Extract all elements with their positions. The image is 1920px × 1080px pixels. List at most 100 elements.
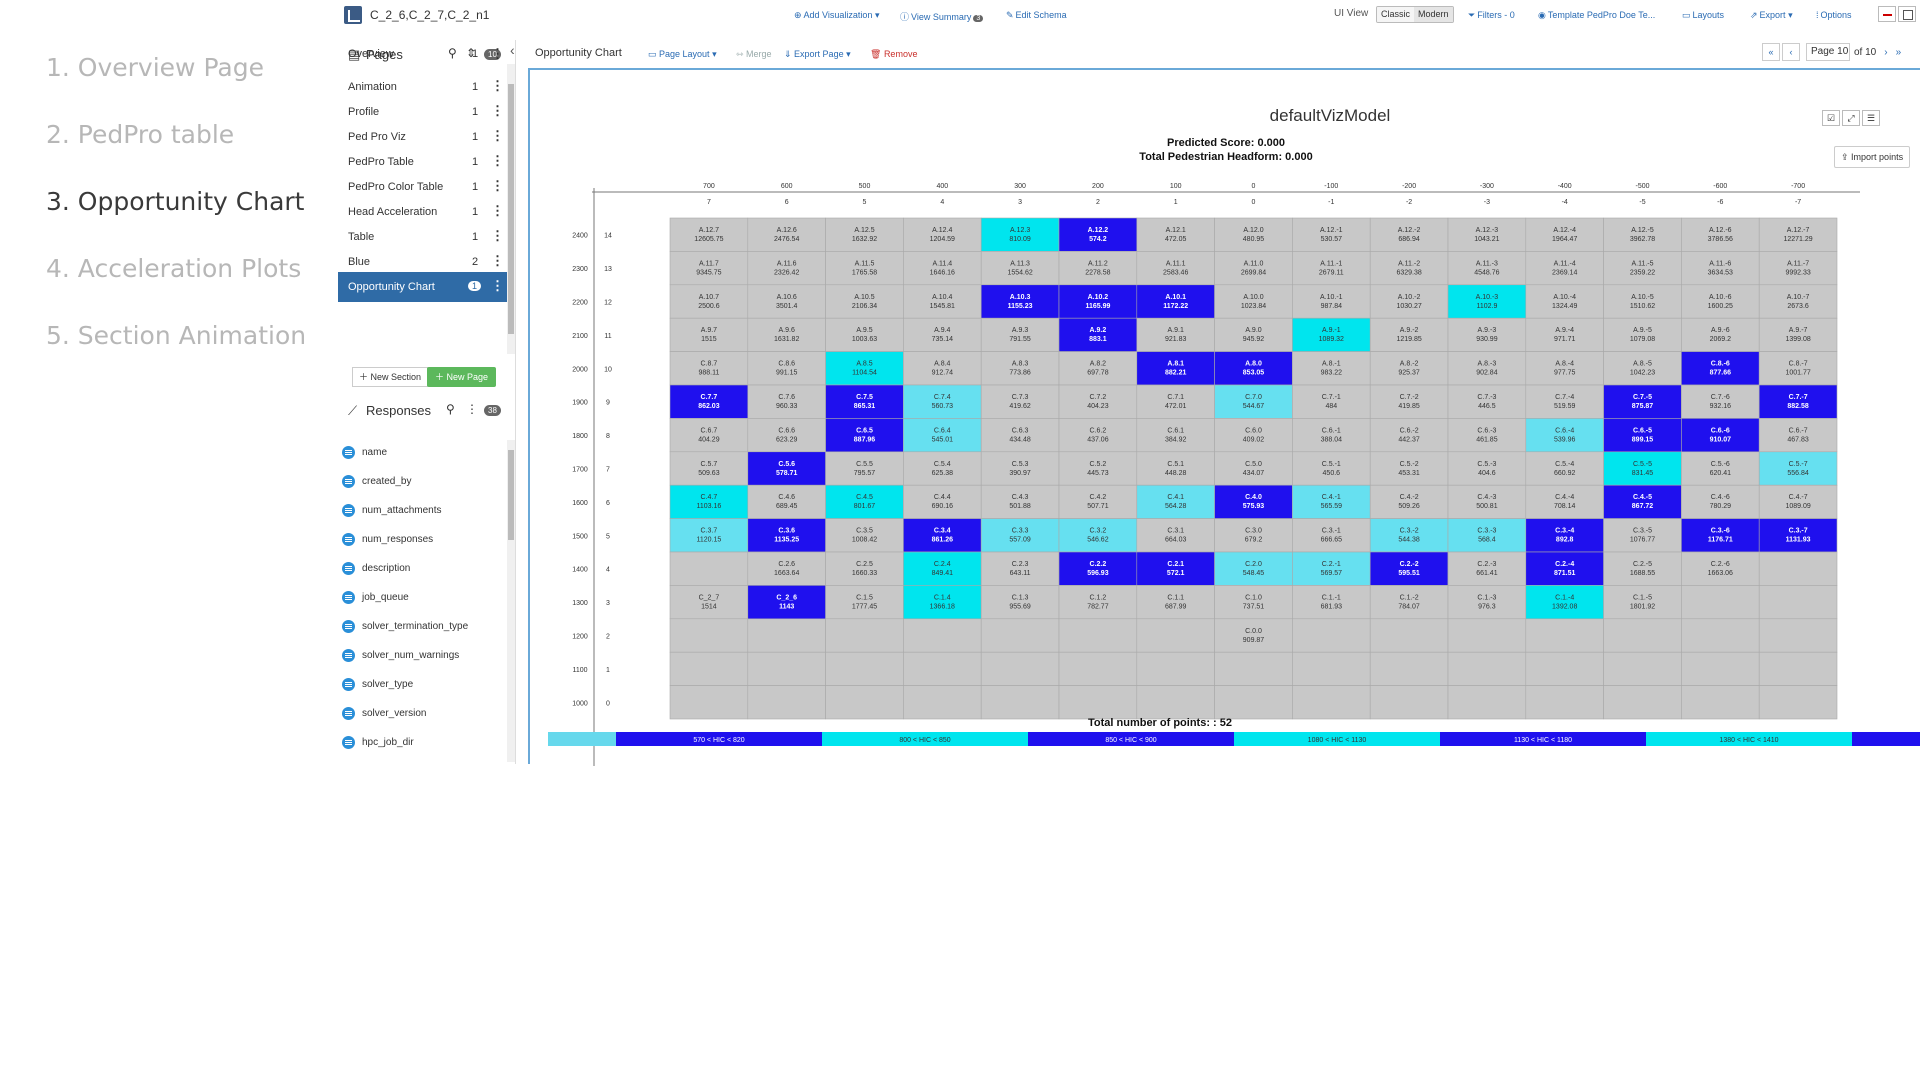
cell-value: 1204.59 bbox=[930, 236, 955, 243]
x-index-label: -5 bbox=[1639, 199, 1645, 206]
response-item[interactable]: solver_type bbox=[338, 672, 508, 701]
next-page-button[interactable]: › bbox=[1884, 46, 1888, 58]
response-item[interactable]: solver_num_warnings bbox=[338, 643, 508, 672]
kebab-menu-icon[interactable]: ⋮ bbox=[491, 103, 504, 118]
heatmap-cell bbox=[1214, 585, 1293, 620]
expand-icon[interactable]: ⤢ bbox=[1842, 110, 1860, 126]
collapse-panel-chevron-icon[interactable]: ‹ bbox=[510, 42, 515, 58]
kebab-menu-icon[interactable]: ⋮ bbox=[491, 78, 504, 93]
outline-item[interactable]: 4. Acceleration Plots bbox=[46, 254, 302, 283]
new-section-button[interactable]: ＋ New Section bbox=[352, 367, 429, 387]
responses-scroll-thumb[interactable] bbox=[508, 450, 514, 540]
page-item[interactable]: Overview 1 ⋮ bbox=[338, 46, 508, 64]
kebab-menu-icon[interactable]: ⋮ bbox=[491, 128, 504, 143]
search-icon[interactable]: ⚲ bbox=[448, 46, 457, 60]
heatmap-cell bbox=[1369, 284, 1449, 319]
cell-label: A.8.2 bbox=[1090, 361, 1106, 368]
cell-label: A.11.5 bbox=[855, 260, 875, 267]
export-button[interactable]: ⇗ Export ▾ bbox=[1750, 10, 1793, 20]
page-number-input[interactable]: Page 10 bbox=[1806, 43, 1850, 61]
cell-label: C.4.-2 bbox=[1400, 494, 1419, 501]
filters-button[interactable]: ⏷ Filters - 0 bbox=[1468, 10, 1515, 20]
page-layout-button[interactable]: ▭ Page Layout ▾ bbox=[648, 49, 717, 59]
kebab-menu-icon[interactable]: ⋮ bbox=[491, 178, 504, 193]
edit-schema-button[interactable]: ✎ Edit Schema bbox=[1006, 10, 1067, 20]
outline-item[interactable]: 5. Section Animation bbox=[46, 321, 307, 350]
response-item[interactable]: solver_version bbox=[338, 701, 508, 730]
heatmap-cell bbox=[1758, 217, 1838, 252]
page-item[interactable]: Opportunity Chart 1 ⋮ bbox=[338, 272, 508, 302]
cell-label: C.3.-7 bbox=[1789, 528, 1808, 535]
outline-item[interactable]: 2. PedPro table bbox=[46, 120, 235, 149]
cell-label: C.1.3 bbox=[1012, 594, 1029, 601]
first-page-button[interactable]: « bbox=[1762, 43, 1780, 61]
response-item[interactable]: description bbox=[338, 556, 508, 585]
pages-scrollbar[interactable] bbox=[507, 64, 515, 354]
cell-label: A.9.6 bbox=[779, 327, 795, 334]
heatmap-cell bbox=[1525, 251, 1604, 286]
page-item[interactable]: Animation 1 ⋮ bbox=[338, 72, 508, 102]
cell-value: 546.62 bbox=[1087, 537, 1109, 544]
menu-icon[interactable]: ☰ bbox=[1862, 110, 1880, 126]
responses-scrollbar[interactable] bbox=[507, 440, 515, 762]
cell-label: C.3.2 bbox=[1090, 528, 1107, 535]
cell-value: 453.31 bbox=[1398, 470, 1420, 477]
layouts-button[interactable]: ▭ Layouts bbox=[1682, 10, 1725, 20]
kebab-menu-icon[interactable]: ⋮ bbox=[491, 203, 504, 218]
ui-view-toggle[interactable]: Classic Modern bbox=[1376, 6, 1454, 23]
maximize-button[interactable] bbox=[1898, 6, 1916, 22]
cell-label: A.12.-1 bbox=[1320, 227, 1343, 234]
responses-search-icon[interactable]: ⚲ bbox=[446, 402, 455, 416]
heatmap-cell bbox=[1136, 585, 1215, 620]
kebab-menu-icon[interactable]: ⋮ bbox=[491, 153, 504, 168]
page-item[interactable]: Table 1 ⋮ bbox=[338, 222, 508, 252]
pages-scroll-thumb[interactable] bbox=[508, 84, 514, 334]
prev-page-button[interactable]: ‹ bbox=[1782, 43, 1800, 61]
page-item[interactable]: PedPro Table 1 ⋮ bbox=[338, 147, 508, 177]
response-item[interactable]: solver_termination_type bbox=[338, 614, 508, 643]
page-item[interactable]: Blue 2 ⋮ bbox=[338, 247, 508, 277]
responses-menu-icon[interactable]: ⋮ bbox=[466, 402, 478, 416]
sort-icon[interactable]: ⇕ bbox=[466, 46, 477, 60]
page-item[interactable]: Ped Pro Viz 1 ⋮ bbox=[338, 122, 508, 152]
cell-label: C.2.-1 bbox=[1322, 561, 1341, 568]
page-item[interactable]: Head Acceleration 1 ⋮ bbox=[338, 197, 508, 227]
template-button[interactable]: ◉ Template PedPro Doe Te... bbox=[1538, 10, 1656, 20]
kebab-menu-icon[interactable]: ⋮ bbox=[491, 228, 504, 243]
merge-button[interactable]: ⇿ Merge bbox=[736, 49, 772, 59]
import-points-button[interactable]: ⇪ Import points bbox=[1834, 146, 1911, 168]
cell-label: C.5.-1 bbox=[1322, 461, 1341, 468]
export-page-button[interactable]: ⇓ Export Page ▾ bbox=[784, 49, 851, 59]
checklist-icon[interactable]: ☑ bbox=[1822, 110, 1840, 126]
kebab-menu-icon[interactable]: ⋮ bbox=[491, 278, 504, 293]
response-item[interactable]: created_by bbox=[338, 469, 508, 498]
outline-item[interactable]: 1. Overview Page bbox=[46, 53, 264, 82]
response-item[interactable]: job_queue bbox=[338, 585, 508, 614]
kebab-menu-icon[interactable]: ⋮ bbox=[491, 253, 504, 268]
response-item[interactable]: num_responses bbox=[338, 527, 508, 556]
minimize-button[interactable] bbox=[1878, 6, 1896, 22]
response-item[interactable]: hpc_job_dir bbox=[338, 730, 508, 759]
add-visualization-button[interactable]: ⊕ Add Visualization ▾ bbox=[794, 10, 880, 20]
cell-label: A.12.0 bbox=[1243, 227, 1263, 234]
view-summary-button[interactable]: ⓘ View Summary 3 bbox=[900, 10, 984, 23]
x-tick-label: -100 bbox=[1324, 183, 1338, 190]
ui-view-modern[interactable]: Modern bbox=[1414, 7, 1453, 22]
last-page-button[interactable]: » bbox=[1895, 46, 1902, 58]
cell-label: C.7.0 bbox=[1245, 394, 1262, 401]
response-item[interactable]: num_attachments bbox=[338, 498, 508, 527]
page-item[interactable]: Profile 1 ⋮ bbox=[338, 97, 508, 127]
heatmap-cell bbox=[1214, 384, 1293, 419]
options-button[interactable]: ⁞ Options bbox=[1816, 10, 1852, 20]
heatmap-cell bbox=[1292, 585, 1371, 620]
new-page-button[interactable]: ＋ New Page bbox=[427, 367, 497, 387]
remove-button[interactable]: 🗑 Remove bbox=[870, 49, 918, 59]
outline-item[interactable]: 3. Opportunity Chart bbox=[46, 187, 305, 216]
cell-value: 988.11 bbox=[698, 370, 719, 377]
heatmap-cell bbox=[1603, 384, 1682, 419]
ui-view-classic[interactable]: Classic bbox=[1377, 7, 1415, 22]
kebab-menu-icon[interactable]: ⋮ bbox=[491, 46, 504, 61]
heatmap-cell bbox=[825, 351, 904, 386]
page-item[interactable]: PedPro Color Table 1 ⋮ bbox=[338, 172, 508, 202]
response-item[interactable]: name bbox=[338, 440, 508, 469]
